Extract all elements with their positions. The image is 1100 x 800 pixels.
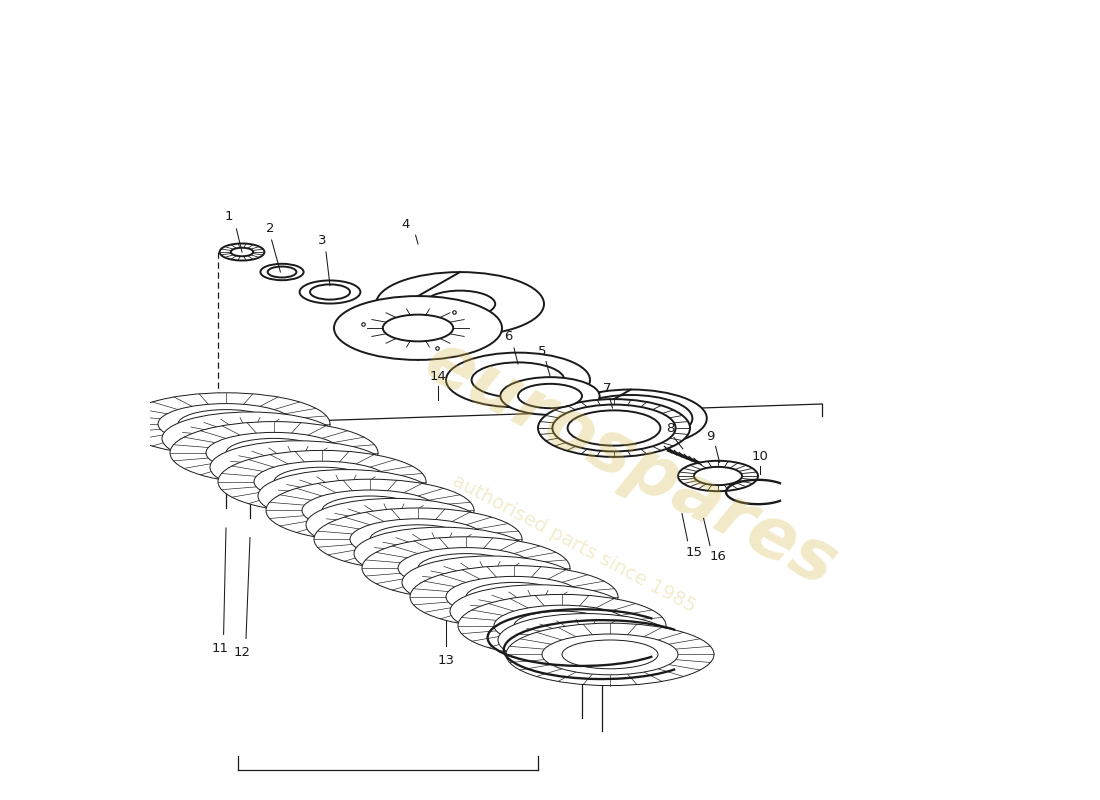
Ellipse shape [362, 537, 570, 599]
Ellipse shape [410, 566, 618, 628]
Ellipse shape [552, 405, 675, 451]
Ellipse shape [542, 634, 678, 675]
Ellipse shape [210, 441, 386, 494]
Ellipse shape [562, 640, 658, 669]
Ellipse shape [231, 248, 253, 256]
Text: 13: 13 [438, 654, 454, 666]
Text: 9: 9 [706, 430, 714, 442]
Ellipse shape [314, 508, 522, 570]
Text: authorised parts since 1985: authorised parts since 1985 [449, 471, 700, 617]
Ellipse shape [302, 490, 438, 531]
Ellipse shape [218, 450, 426, 513]
Ellipse shape [274, 467, 370, 496]
Ellipse shape [299, 281, 361, 303]
Text: 3: 3 [318, 234, 327, 246]
Ellipse shape [568, 410, 660, 446]
Ellipse shape [458, 594, 666, 657]
Ellipse shape [370, 525, 466, 554]
Ellipse shape [554, 390, 707, 447]
Ellipse shape [170, 422, 378, 484]
Ellipse shape [354, 527, 530, 580]
Text: 10: 10 [751, 450, 768, 462]
Ellipse shape [334, 296, 502, 360]
Ellipse shape [538, 626, 634, 654]
Text: eurospares: eurospares [412, 326, 848, 602]
Ellipse shape [450, 585, 626, 638]
Ellipse shape [122, 393, 330, 455]
Ellipse shape [162, 412, 338, 465]
Ellipse shape [267, 266, 296, 278]
Text: 1: 1 [224, 210, 233, 222]
Text: 7: 7 [603, 382, 612, 394]
Text: 16: 16 [710, 550, 726, 562]
Ellipse shape [394, 539, 490, 568]
Ellipse shape [506, 623, 714, 686]
Ellipse shape [398, 547, 534, 589]
Text: 6: 6 [504, 330, 513, 342]
Ellipse shape [490, 597, 586, 626]
Text: 8: 8 [666, 422, 674, 434]
Text: 12: 12 [233, 646, 251, 658]
Ellipse shape [569, 395, 692, 442]
Text: 4: 4 [402, 218, 410, 230]
Ellipse shape [678, 461, 758, 491]
Ellipse shape [518, 384, 582, 408]
Ellipse shape [538, 399, 690, 457]
Ellipse shape [498, 614, 674, 666]
Ellipse shape [250, 453, 346, 482]
Text: 5: 5 [538, 346, 547, 358]
Ellipse shape [446, 576, 582, 618]
Ellipse shape [376, 272, 544, 336]
Ellipse shape [202, 424, 298, 453]
Text: 11: 11 [211, 642, 228, 654]
Ellipse shape [418, 554, 514, 582]
Ellipse shape [514, 611, 611, 640]
Ellipse shape [346, 510, 442, 539]
Ellipse shape [442, 568, 538, 597]
Ellipse shape [402, 556, 578, 609]
Text: 15: 15 [685, 546, 703, 558]
Text: 14: 14 [430, 370, 447, 382]
Ellipse shape [425, 290, 495, 318]
Ellipse shape [383, 314, 453, 342]
Ellipse shape [178, 410, 274, 438]
Ellipse shape [310, 284, 350, 300]
Ellipse shape [258, 470, 434, 522]
Text: 2: 2 [266, 222, 274, 234]
Ellipse shape [494, 605, 630, 646]
Ellipse shape [350, 519, 486, 560]
Ellipse shape [472, 362, 564, 398]
Ellipse shape [446, 353, 590, 407]
Ellipse shape [206, 432, 342, 474]
Ellipse shape [226, 438, 322, 467]
Ellipse shape [158, 403, 294, 444]
Ellipse shape [500, 377, 600, 415]
Ellipse shape [254, 461, 390, 502]
Ellipse shape [306, 498, 482, 551]
Ellipse shape [694, 467, 743, 485]
Ellipse shape [466, 582, 562, 611]
Ellipse shape [298, 482, 394, 510]
Ellipse shape [322, 496, 418, 525]
Ellipse shape [220, 243, 264, 261]
Ellipse shape [261, 264, 304, 280]
Ellipse shape [266, 479, 474, 542]
